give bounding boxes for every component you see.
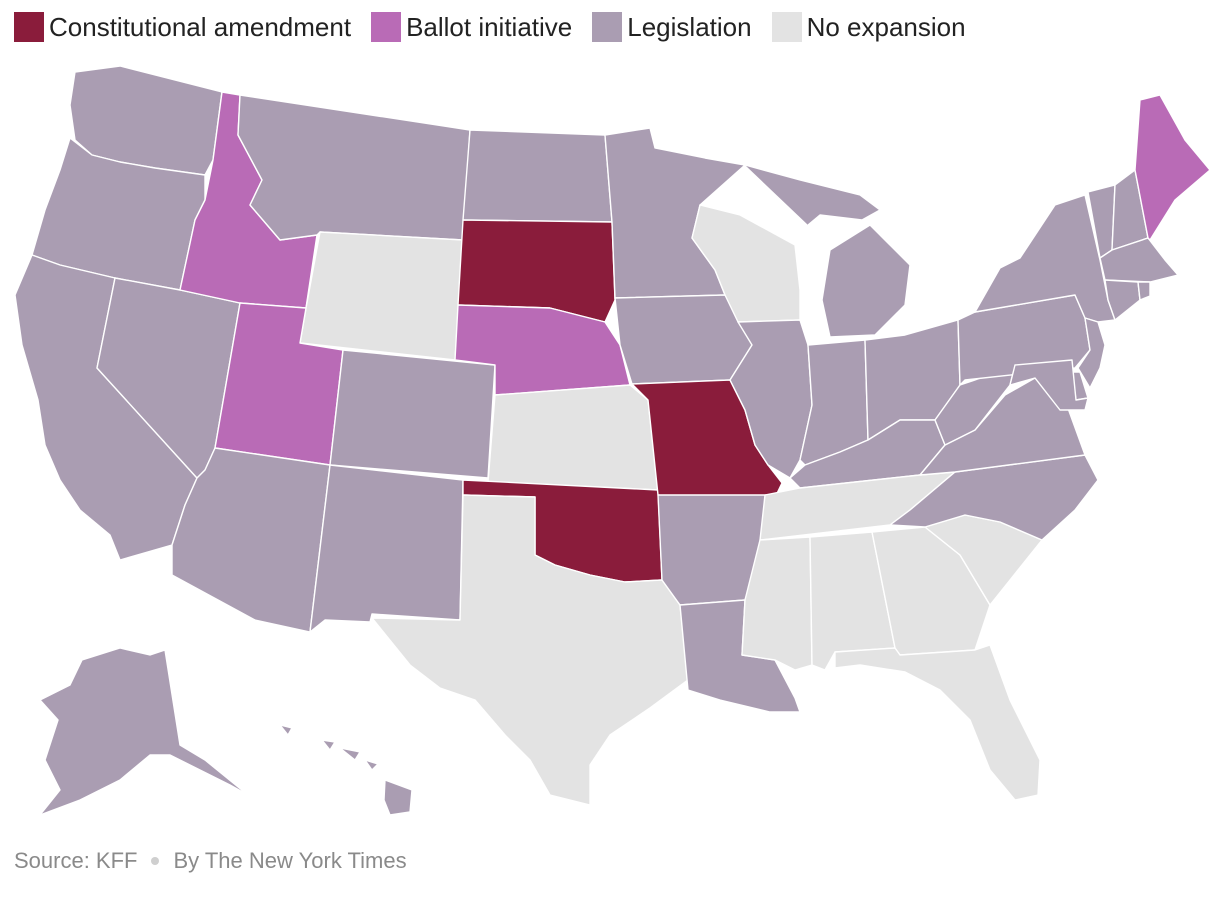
legend-label: No expansion <box>806 11 966 42</box>
state-texas[interactable] <box>371 494 689 806</box>
footer: Source: KFF By The New York Times <box>14 848 407 874</box>
state-kansas[interactable] <box>487 384 659 491</box>
state-maryland[interactable] <box>1009 359 1089 411</box>
state-connecticut[interactable] <box>1104 279 1141 321</box>
legend-swatch <box>371 12 402 42</box>
state-maine[interactable] <box>1134 94 1211 241</box>
state-wyoming[interactable] <box>299 231 464 361</box>
state-hawaii[interactable] <box>279 724 413 816</box>
state-rhode-island[interactable] <box>1137 281 1151 301</box>
legend-swatch <box>592 12 623 42</box>
source-note: Source: KFF <box>14 848 138 873</box>
legend-swatch <box>771 12 802 42</box>
separator-dot-icon <box>151 857 160 865</box>
state-florida[interactable] <box>834 644 1041 801</box>
legend-item-legislation: Legislation <box>592 11 752 43</box>
state-montana[interactable] <box>237 94 471 241</box>
state-alaska[interactable] <box>39 647 249 816</box>
legend-label: Legislation <box>627 11 752 42</box>
state-michigan[interactable] <box>744 164 911 338</box>
state-new-jersey[interactable] <box>1077 317 1106 389</box>
legend-item-no-expansion: No expansion <box>771 11 966 43</box>
legend: Constitutional amendment Ballot initiati… <box>14 10 986 44</box>
state-north-dakota[interactable] <box>462 129 613 223</box>
state-illinois[interactable] <box>729 319 813 479</box>
legend-item-ballot-initiative: Ballot initiative <box>371 12 572 43</box>
state-new-york[interactable] <box>974 194 1116 323</box>
us-map <box>14 65 1211 816</box>
legend-label: Ballot initiative <box>406 11 573 42</box>
legend-swatch <box>14 12 44 42</box>
credit-note: By The New York Times <box>173 848 407 873</box>
legend-label: Constitutional amendment <box>49 11 352 42</box>
state-new-mexico[interactable] <box>309 464 464 633</box>
state-colorado[interactable] <box>329 349 496 479</box>
legend-item-constitutional-amendment: Constitutional amendment <box>14 12 351 43</box>
